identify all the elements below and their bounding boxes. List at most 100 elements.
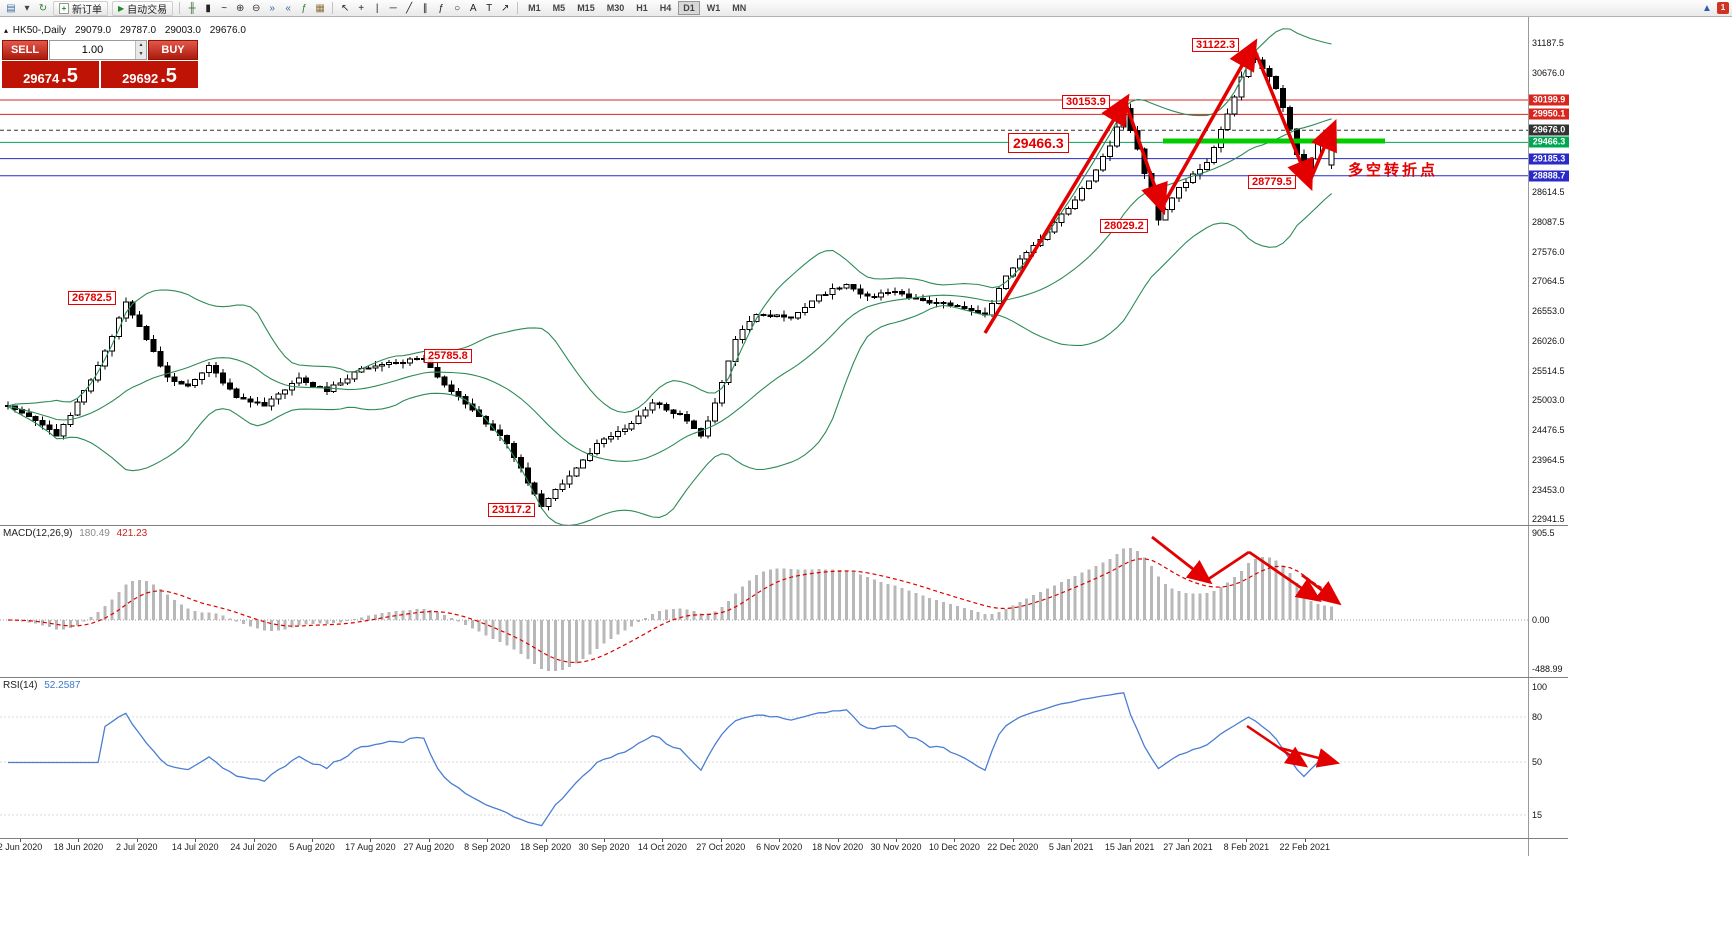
date-tick [779, 839, 781, 842]
rsi-axis-tick: 15 [1532, 810, 1543, 820]
line-chart-mode-icon[interactable]: ~ [216, 1, 232, 15]
price-axis-tick: 27576.0 [1532, 246, 1565, 257]
volume-up-button[interactable]: ▲ [136, 41, 146, 50]
price-level-chip: 29466.3 [1529, 136, 1569, 148]
date-axis[interactable]: 2 Jun 2020 18 Jun 2020 2 Jul 2020 14 Jul 20… [0, 839, 1732, 856]
sell-button[interactable]: SELL [2, 40, 48, 60]
horizontal-line-tool-icon[interactable]: ─ [385, 1, 401, 15]
timeframe-mn[interactable]: MN [727, 1, 751, 15]
tile-windows-icon[interactable]: ▦ [312, 1, 328, 15]
date-tick [1304, 839, 1306, 842]
date-label: 27 Oct 2020 [696, 842, 746, 852]
volume-field[interactable]: 1.00 ▲ ▼ [49, 40, 147, 60]
trendline-tool-icon[interactable]: ╱ [401, 1, 417, 15]
ohlc-close-value: 29676.0 [209, 25, 246, 36]
auto-scroll-icon[interactable]: » [264, 1, 280, 15]
vertical-line-tool-icon[interactable]: | [369, 1, 385, 15]
scroll-to-top-icon[interactable]: ▲ [1699, 1, 1715, 15]
chart-profiles-icon[interactable]: ▾ [19, 1, 35, 15]
shapes-tool-icon[interactable]: ○ [449, 1, 465, 15]
buy-button[interactable]: BUY [148, 40, 198, 60]
timeframe-m1[interactable]: M1 [523, 1, 546, 15]
panel-divider[interactable] [0, 525, 1568, 526]
date-tick [78, 839, 80, 842]
date-tick [253, 839, 255, 842]
auto-trading-button[interactable]: ▶ 自动交易 [112, 0, 174, 16]
date-tick [662, 839, 664, 842]
timeframe-w1[interactable]: W1 [702, 1, 726, 15]
text-label-tool-icon[interactable]: T [481, 1, 497, 15]
price-axis-tick: 22941.5 [1532, 514, 1565, 524]
date-tick [195, 839, 197, 842]
price-axis-tick: 23453.0 [1532, 484, 1565, 495]
date-tick [720, 839, 722, 842]
date-label: 8 Feb 2021 [1223, 842, 1270, 852]
new-order-button[interactable]: + 新订单 [53, 0, 108, 16]
timeframe-m30[interactable]: M30 [602, 1, 630, 15]
macd-label: MACD(12,26,9) 180.49 421.23 [3, 528, 147, 539]
auto-trading-play-icon: ▶ [118, 3, 125, 13]
price-axis-tick: 25514.5 [1532, 365, 1565, 376]
date-label: 27 Jan 2021 [1163, 842, 1213, 852]
rsi-axis-tick: 50 [1532, 757, 1543, 767]
date-label: 18 Nov 2020 [812, 842, 864, 852]
ohlc-open-value: 29079.0 [74, 25, 112, 36]
indicators-icon[interactable]: ƒ [296, 1, 312, 15]
refresh-icon[interactable]: ↻ [35, 1, 51, 15]
date-label: 2 Jun 2020 [0, 842, 43, 852]
panel-divider [0, 838, 1568, 839]
date-label: 2 Jul 2020 [116, 842, 158, 852]
new-chart-icon[interactable]: ▤ [3, 1, 19, 15]
ask-price-button[interactable]: 29692 .5 [101, 61, 198, 88]
date-label: 6 Nov 2020 [756, 842, 803, 852]
macd-axis-tick: -488.99 [1532, 664, 1563, 674]
price-axis-separator [1528, 17, 1529, 856]
date-label: 18 Sep 2020 [520, 842, 572, 852]
date-label: 22 Feb 2021 [1279, 842, 1331, 852]
price-axis-tick: 28087.5 [1532, 216, 1565, 227]
price-chart-canvas[interactable] [0, 17, 1732, 525]
rsi-axis-tick: 80 [1532, 712, 1543, 722]
macd-canvas[interactable] [0, 525, 1732, 677]
label-swing-high-25785: 25785.8 [424, 349, 472, 363]
date-label: 5 Jan 2021 [1048, 842, 1094, 852]
price-level-chip: 29185.3 [1529, 153, 1569, 165]
date-tick [545, 839, 547, 842]
zoom-out-icon[interactable]: ⊖ [248, 1, 264, 15]
price-axis-tick: 28614.5 [1532, 186, 1565, 197]
timeframe-d1[interactable]: D1 [678, 1, 700, 15]
date-tick [604, 839, 605, 842]
chart-symbol-label: HK50-,Daily [12, 25, 67, 36]
timeframe-m5[interactable]: M5 [548, 1, 571, 15]
notifications-badge[interactable]: 1 [1717, 2, 1729, 14]
bar-chart-mode-icon[interactable]: ╫ [184, 1, 200, 15]
label-bull-bear-turning-point: 多空转折点 [1348, 162, 1439, 179]
date-tick [20, 839, 21, 842]
bid-price-button[interactable]: 29674 .5 [2, 61, 99, 88]
timeframe-m15[interactable]: M15 [572, 1, 600, 15]
crosshair-tool-icon[interactable]: + [353, 1, 369, 15]
fibonacci-tool-icon[interactable]: ƒ [433, 1, 449, 15]
volume-value[interactable]: 1.00 [81, 44, 104, 56]
date-label: 18 Jun 2020 [53, 842, 104, 852]
price-level-chip: 30199.9 [1529, 94, 1569, 106]
candlestick-mode-icon[interactable]: ▮ [200, 1, 216, 15]
rsi-name: RSI(14) [3, 680, 38, 691]
arrow-objects-tool-icon[interactable]: ↗ [497, 1, 513, 15]
label-swing-high-31122: 31122.3 [1192, 38, 1240, 52]
timeframe-h4[interactable]: H4 [655, 1, 677, 15]
price-axis-tick: 26026.0 [1532, 335, 1565, 346]
rsi-canvas[interactable] [0, 677, 1732, 838]
equidistant-channel-tool-icon[interactable]: ∥ [417, 1, 433, 15]
chart-shift-icon[interactable]: « [280, 1, 296, 15]
text-tool-icon[interactable]: A [465, 1, 481, 15]
ask-price-main: 29692 [122, 71, 159, 86]
timeframe-h1[interactable]: H1 [631, 1, 653, 15]
price-axis-tick: 24476.5 [1532, 425, 1565, 436]
panel-divider[interactable] [0, 677, 1568, 678]
zoom-in-icon[interactable]: ⊕ [232, 1, 248, 15]
volume-down-button[interactable]: ▼ [136, 50, 146, 59]
cursor-tool-icon[interactable]: ↖ [337, 1, 353, 15]
toolbar-separator [517, 2, 519, 14]
